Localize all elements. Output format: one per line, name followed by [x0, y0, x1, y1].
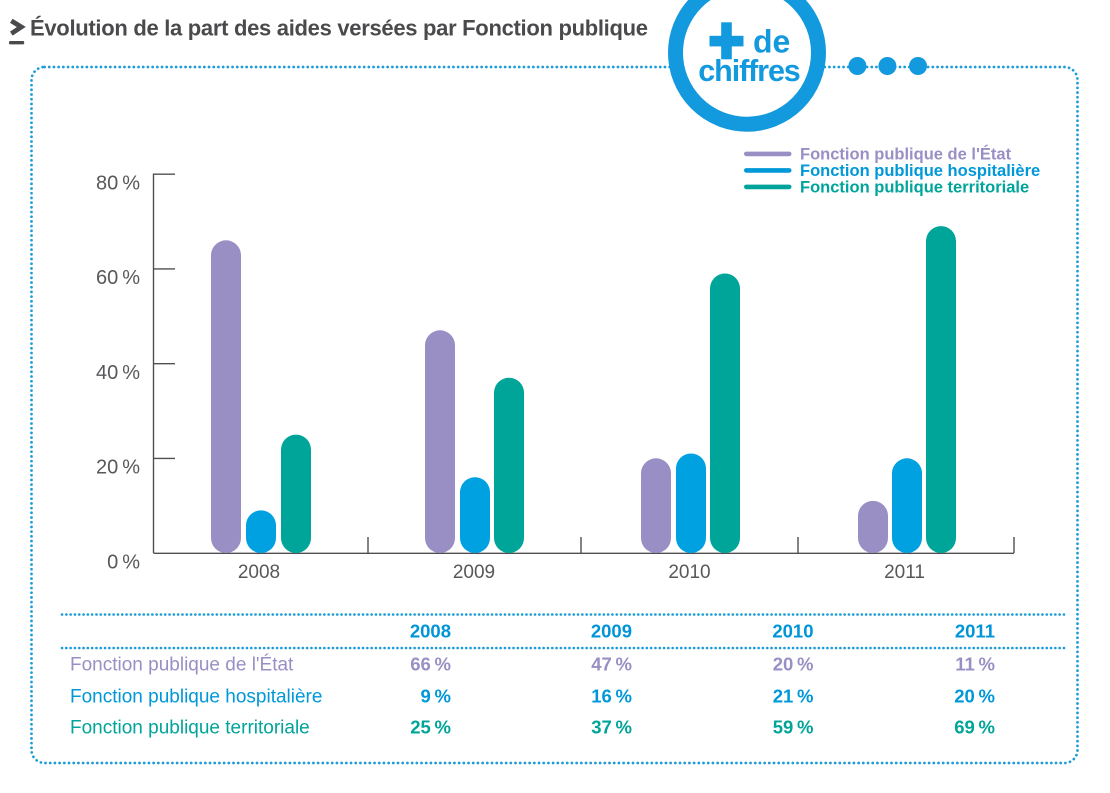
svg-text:2009: 2009: [591, 621, 632, 642]
svg-text:2010: 2010: [668, 562, 710, 583]
svg-text:80 %: 80 %: [96, 173, 140, 195]
svg-text:Fonction publique territoriale: Fonction publique territoriale: [70, 718, 310, 739]
svg-text:Fonction publique de l'État: Fonction publique de l'État: [70, 655, 294, 676]
svg-text:Évolution de la part des aides: Évolution de la part des aides versées p…: [30, 16, 648, 41]
svg-text:Fonction publique hospitalière: Fonction publique hospitalière: [70, 687, 322, 708]
svg-text:Fonction publique hospitalière: Fonction publique hospitalière: [800, 162, 1040, 180]
svg-text:11 %: 11 %: [955, 654, 995, 675]
svg-text:Fonction publique territoriale: Fonction publique territoriale: [800, 179, 1029, 197]
svg-text:40 %: 40 %: [96, 362, 140, 384]
svg-text:59 %: 59 %: [773, 717, 814, 738]
svg-text:9 %: 9 %: [421, 686, 451, 707]
svg-text:de: de: [753, 24, 790, 60]
svg-text:47 %: 47 %: [591, 654, 632, 675]
svg-text:2011: 2011: [955, 621, 995, 642]
svg-text:20 %: 20 %: [773, 654, 814, 675]
svg-text:16 %: 16 %: [591, 686, 632, 707]
svg-text:20 %: 20 %: [96, 457, 140, 479]
svg-text:60 %: 60 %: [96, 267, 140, 289]
svg-text:0 %: 0 %: [107, 552, 140, 574]
svg-text:66 %: 66 %: [410, 654, 451, 675]
svg-text:2009: 2009: [453, 562, 495, 583]
svg-text:37 %: 37 %: [591, 717, 632, 738]
svg-text:2008: 2008: [238, 562, 280, 583]
svg-text:2010: 2010: [772, 621, 813, 642]
svg-text:25 %: 25 %: [410, 717, 451, 738]
svg-text:2011: 2011: [884, 562, 925, 583]
svg-text:20 %: 20 %: [954, 686, 995, 707]
svg-text:69 %: 69 %: [954, 717, 995, 738]
svg-text:2008: 2008: [410, 621, 451, 642]
svg-text:chiffres: chiffres: [698, 54, 800, 88]
svg-text:Fonction publique de l'État: Fonction publique de l'État: [800, 145, 1012, 164]
svg-text:21 %: 21 %: [773, 686, 814, 707]
